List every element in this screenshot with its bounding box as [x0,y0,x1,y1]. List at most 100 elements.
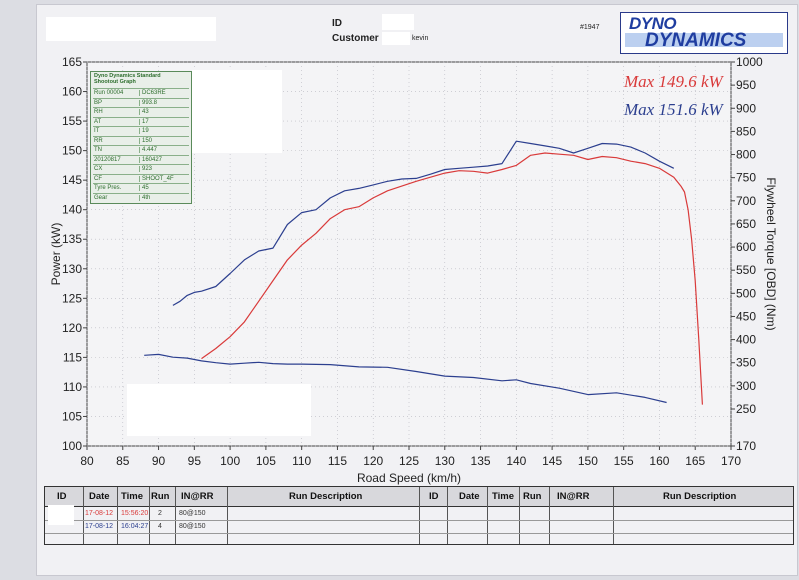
x-tick-label: 150 [578,454,598,468]
run-table-header-cell: ID [429,491,439,502]
x-tick-label: 110 [292,454,311,468]
x-tick-label: 125 [399,454,419,468]
x-tick-label: 155 [614,454,634,468]
run-table-cell-date: 17-08-12 [85,510,114,517]
run-info-row: Gear 4th [93,192,189,203]
run-info-value: 160427 [139,156,162,163]
logo-line2: DYNAMICS [645,30,747,51]
id-label: ID [332,18,342,29]
customer-value: kevin [412,35,429,42]
max-blue-label: Max 151.6 kW [624,100,723,119]
y2-tick-label: 550 [736,263,756,277]
x-tick-label: 90 [152,454,166,468]
y-tick-label: 145 [62,173,82,187]
run-info-key: CF [94,175,102,182]
run-table-cell-run: 2 [158,510,162,517]
y-tick-label: 150 [62,144,82,158]
y-tick-label: 110 [63,380,82,394]
x-tick-label: 170 [721,454,741,468]
x-tick-label: 130 [435,454,455,468]
run-table-divider [227,487,228,544]
y-tick-label: 120 [62,321,82,335]
y2-tick-label: 1000 [736,55,763,69]
redacted-lower-box [127,384,311,436]
x-tick-label: 145 [542,454,562,468]
y2-tick-label: 700 [736,194,756,208]
run-table-header-cell: Run Description [289,491,363,502]
run-info-row: AT 17 [93,116,189,127]
run-table-cell-date: 17-08-12 [85,523,114,530]
run-table-divider [149,487,150,544]
run-info-row: CF SHOOT_4F [93,173,189,184]
x-tick-label: 165 [685,454,705,468]
run-table-divider [519,487,520,544]
x-tick-label: 135 [471,454,491,468]
dyno-dynamics-logo: DYNO DYNAMICS [620,12,788,54]
max-red-label: Max 149.6 kW [624,72,723,91]
x-tick-label: 95 [188,454,202,468]
run-table-header-cell: IN@RR [557,491,590,502]
y-tick-label: 125 [62,291,82,305]
run-info-value: 993.8 [139,99,157,106]
y-tick-label: 140 [62,203,82,217]
y2-tick-label: 250 [736,402,756,416]
y2-tick-label: 500 [736,286,756,300]
run-info-value: SHOOT_4F [139,175,174,182]
run-info-key: IT [94,128,100,134]
run-table-divider [117,487,118,544]
run-table-cell-inrr: 80@150 [179,510,206,517]
redacted-run-ids [48,505,74,525]
run-info-key: Tyre Pres. [94,185,122,191]
x-tick-label: 120 [363,454,383,468]
y-tick-label: 160 [62,85,82,99]
run-info-row: IT 19 [93,126,189,136]
series-line-1 [201,152,703,405]
run-info-key: RR [94,137,103,144]
run-info-key: TN [94,147,102,153]
y2-tick-label: 850 [736,124,756,138]
report-number: #1947 [580,24,600,31]
y2-tick-label: 350 [736,356,756,370]
x-tick-label: 85 [116,454,130,468]
run-table-cell-inrr: 80@150 [179,523,206,530]
run-info-row: 20120817 160427 [93,154,189,165]
x-tick-label: 115 [328,454,347,468]
run-info-key: RH [94,109,103,115]
x-tick-label: 140 [506,454,526,468]
run-info-key: AT [94,118,102,125]
series-line-2 [172,140,675,306]
run-info-box: Dyno Dynamics Standard Shootout Graph Ru… [90,71,192,204]
run-info-value: 43 [139,109,149,115]
logo-line1: DYNO [629,14,677,33]
run-table-header-cell: Run [523,491,542,502]
y2-tick-label: 600 [736,240,756,254]
y-tick-label: 100 [62,439,82,453]
logo-stripe [625,33,783,47]
run-info-row: RH 43 [93,107,189,117]
run-info-row: Run 00004 DC63RE [93,88,189,98]
run-info-key: CX [94,166,103,172]
series-line-3 [144,353,667,404]
redacted-customer-value [382,32,410,45]
redacted-info-panel [192,70,282,153]
x-tick-label: 100 [220,454,240,468]
run-table-header-cell: ID [57,491,67,502]
y-tick-label: 105 [62,409,82,423]
y-tick-label: 135 [62,232,82,246]
x-tick-label: 105 [256,454,276,468]
run-info-value: 923 [139,166,152,172]
run-info-value: 45 [139,185,149,191]
run-table-divider [613,487,614,544]
run-info-title1: Dyno Dynamics Standard [94,73,161,79]
redacted-title-box [46,17,216,41]
run-info-key: Gear [94,194,108,201]
run-table-header-cell: Run [151,491,170,502]
run-info-row: TN 4.447 [93,145,189,155]
run-table-header-cell: IN@RR [181,491,214,502]
run-info-title2: Shootout Graph [94,79,136,85]
run-info-row: CX 923 [93,164,189,174]
y-axis-label: Power (kW) [49,223,63,286]
run-table-header-cell: Time [121,491,144,502]
y2-tick-label: 800 [736,148,756,162]
run-table-row [45,533,793,534]
